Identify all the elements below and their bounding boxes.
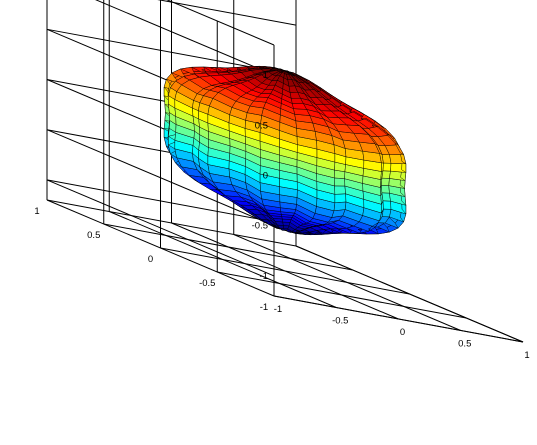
grid-line (217, 271, 467, 319)
grid-line (160, 247, 410, 295)
surface-facet (381, 170, 391, 179)
y-tick-labels: 1 0.5 0 -0.5 -1 (34, 206, 268, 313)
surface-facet (382, 200, 392, 210)
y-tick-label: -0.5 (199, 278, 215, 289)
surface-facet (334, 177, 346, 187)
surface-facet (334, 193, 347, 204)
z-tick-label: -1 (260, 271, 268, 282)
box-edge (295, 245, 524, 343)
grid-line (46, 179, 297, 227)
surface-mesh (163, 65, 407, 236)
x-tick-label: -1 (274, 304, 282, 315)
z-tick-label: 0.5 (255, 120, 268, 131)
box-edge (273, 295, 524, 343)
surface-facet (386, 134, 399, 145)
box-edge (166, 0, 275, 46)
y-tick-label: 1 (34, 206, 39, 217)
x-tick-label: 0.5 (458, 339, 471, 350)
grid-line (95, 0, 275, 76)
z-tick-label: 1 (263, 70, 268, 81)
x-tick-label: 1 (524, 350, 529, 361)
x-tick-label: -0.5 (332, 316, 348, 327)
surface-facet (382, 162, 392, 172)
x-tick-labels: -1 -0.5 0 0.5 1 (274, 304, 530, 361)
z-tick-labels: 1 0.5 0 -0.5 -1 (252, 70, 268, 282)
surface-facet (334, 185, 346, 195)
surface-facet (381, 177, 390, 186)
y-tick-label: 0 (148, 254, 153, 265)
grid-line (103, 223, 353, 271)
surface-facet (333, 201, 347, 212)
z-tick-label: 0 (263, 171, 268, 182)
grid-line (46, 199, 297, 247)
grid-line (46, 179, 275, 277)
surface-facet (381, 185, 390, 194)
z-tick-label: -0.5 (252, 221, 268, 232)
grid-line (46, 129, 275, 227)
y-tick-label: 0.5 (87, 230, 100, 241)
y-tick-label: -1 (260, 302, 268, 313)
x-tick-label: 0 (400, 327, 405, 338)
surface-facet (381, 192, 391, 202)
